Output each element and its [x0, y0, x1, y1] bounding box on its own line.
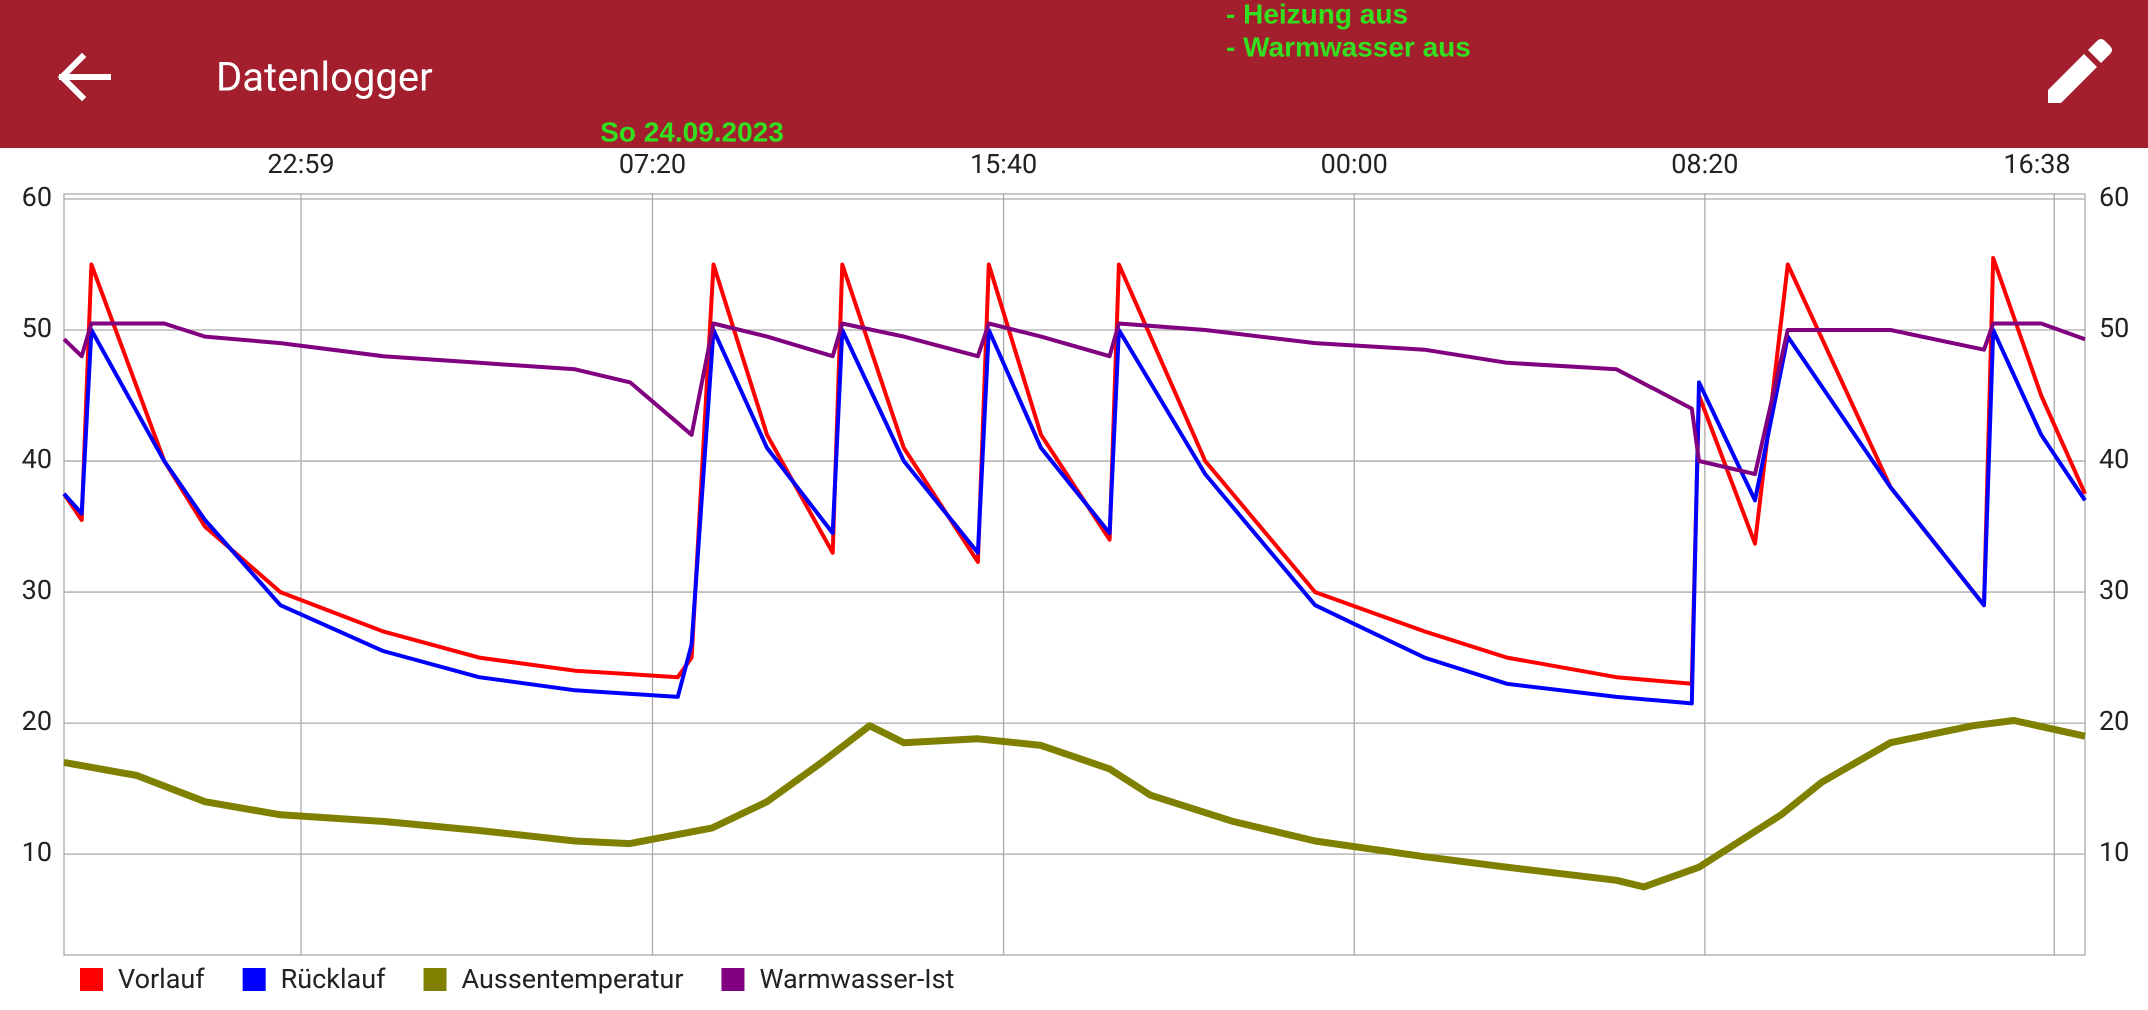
legend-item: Aussentemperatur: [423, 963, 684, 995]
status-line: - Warmwasser aus: [1226, 31, 1471, 62]
x-tick-label: 16:38: [2003, 148, 2070, 180]
plot: 10 10 20 20 30 30 40 40 50 50 60 60 22:59 07:20 15:40 0…: [22, 148, 2129, 956]
plot-frame: [63, 193, 2086, 956]
app-title: Datenlogger: [216, 54, 433, 101]
x-tick-label: 07:20: [619, 148, 686, 180]
x-tick-label: 22:59: [267, 148, 334, 180]
x-tick-label: 08:20: [1671, 148, 1738, 180]
legend-item: Vorlauf: [80, 963, 205, 995]
data-line: [62, 321, 2086, 477]
y-tick-label: 60: [22, 181, 52, 213]
legend-item: Warmwasser-Ist: [721, 963, 954, 995]
legend-label: Vorlauf: [118, 963, 205, 995]
y-tick-label: 10: [2099, 836, 2129, 868]
y-tick-label: 40: [2099, 443, 2129, 475]
data-line: [62, 328, 2087, 706]
legend-label: Warmwasser-Ist: [759, 963, 954, 995]
legend-swatch: [423, 968, 447, 991]
y-tick-label: 20: [2099, 705, 2129, 737]
y-tick-label: 50: [2099, 312, 2129, 344]
y-tick-label: 20: [22, 705, 52, 737]
legend-swatch: [242, 968, 266, 991]
data-line: [62, 256, 2087, 686]
y-tick-label: 30: [2099, 574, 2129, 606]
y-tick-label: 10: [22, 836, 52, 868]
x-tick-label: 00:00: [1321, 148, 1388, 180]
legend-swatch: [80, 968, 103, 991]
edit-button[interactable]: [2048, 39, 2112, 103]
legend-label: Aussentemperatur: [462, 963, 684, 995]
date-annotation: So 24.09.2023: [600, 116, 784, 147]
legend-label: Rücklauf: [281, 963, 386, 995]
y-tick-label: 60: [2099, 181, 2129, 213]
legend-item: Rücklauf: [242, 963, 386, 995]
status-line: - Heizung aus: [1226, 0, 1408, 29]
y-tick-label: 30: [22, 574, 52, 606]
legend-swatch: [721, 968, 745, 991]
y-tick-label: 50: [22, 312, 52, 344]
data-line: [63, 717, 2086, 891]
app-bar: [0, 0, 2148, 148]
x-tick-label: 15:40: [970, 148, 1037, 180]
y-tick-label: 40: [22, 443, 52, 475]
back-button[interactable]: [57, 52, 111, 102]
